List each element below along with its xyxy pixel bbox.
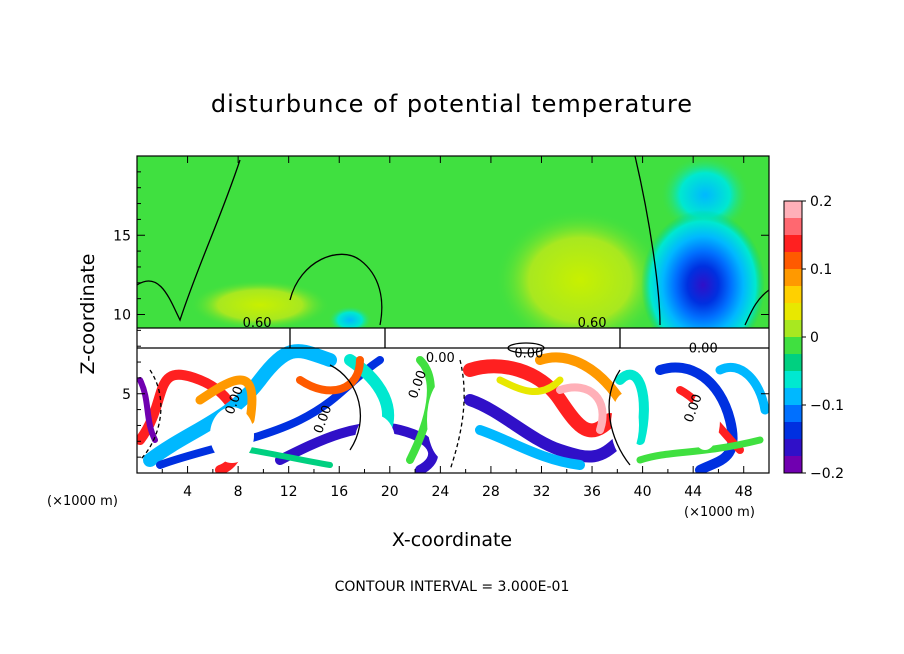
x-tick-label: 8 <box>234 484 243 500</box>
x-tick-label: 28 <box>482 484 500 500</box>
y-axis-title: Z-coordinate <box>77 254 99 375</box>
colorbar-swatch <box>784 388 802 406</box>
colorbar-swatch <box>784 235 802 253</box>
contour-label: 0.00 <box>514 346 543 361</box>
vortex-cores <box>210 380 720 465</box>
x-units-right: (×1000 m) <box>684 505 755 520</box>
colorbar-tick-label: 0.2 <box>810 194 832 210</box>
y-tick-label: 15 <box>113 228 131 244</box>
contour-label: 0.00 <box>689 342 718 357</box>
x-tick-label: 4 <box>183 484 192 500</box>
x-tick-label: 32 <box>533 484 551 500</box>
colorbar-swatch <box>784 439 802 457</box>
x-axis: 4 8 12 16 20 24 28 32 36 40 44 48 <box>161 156 753 500</box>
x-tick-label: 36 <box>583 484 601 500</box>
contour-lines <box>137 156 769 471</box>
colorbar-swatch <box>784 252 802 270</box>
x-axis-title: X-coordinate <box>392 529 512 551</box>
colorbar-swatch <box>784 422 802 440</box>
contour-interval-note: CONTOUR INTERVAL = 3.000E-01 <box>335 579 570 595</box>
colorbar-tick-label: 0 <box>810 330 819 346</box>
yellow-patch-right <box>495 210 665 350</box>
heatmap-field <box>137 156 769 473</box>
colorbar-swatch <box>784 286 802 304</box>
colorbar-swatch <box>784 201 802 219</box>
y-tick-label: 5 <box>122 387 131 403</box>
colorbar: 0.2 0.1 0 −0.1 −0.2 <box>783 194 844 482</box>
colorbar-swatch <box>784 269 802 287</box>
x-tick-label: 48 <box>735 484 753 500</box>
colorbar-tick-label: 0.1 <box>810 262 832 278</box>
colorbar-tick-label: −0.2 <box>810 466 844 482</box>
colorbar-swatch <box>784 303 802 321</box>
colorbar-swatch <box>784 320 802 338</box>
contour-label: 0.60 <box>578 316 607 331</box>
cold-anomaly <box>641 210 765 360</box>
colorbar-tick-label: −0.1 <box>810 398 844 414</box>
x-tick-label: 40 <box>634 484 652 500</box>
x-tick-label: 44 <box>684 484 702 500</box>
cyan-patch-small <box>328 306 372 334</box>
contour-label: 0.00 <box>426 351 455 366</box>
x-tick-label: 20 <box>381 484 399 500</box>
colorbar-swatch <box>784 405 802 423</box>
y-tick-label: 10 <box>113 308 131 324</box>
colorbar-swatch <box>784 371 802 389</box>
interface-band <box>137 328 769 348</box>
colorbar-swatch <box>784 456 802 474</box>
x-tick-label: 24 <box>431 484 449 500</box>
colorbar-swatch <box>784 218 802 236</box>
chart-title: disturbunce of potential temperature <box>211 90 693 118</box>
colorbar-swatch <box>784 337 802 355</box>
y-axis: 5 10 15 <box>113 171 769 458</box>
x-tick-label: 12 <box>280 484 298 500</box>
colorbar-swatch <box>784 354 802 372</box>
contour-label: 0.60 <box>243 316 272 331</box>
x-units-left: (×1000 m) <box>47 494 118 509</box>
x-tick-label: 16 <box>330 484 348 500</box>
yellow-patch-left <box>190 280 330 330</box>
